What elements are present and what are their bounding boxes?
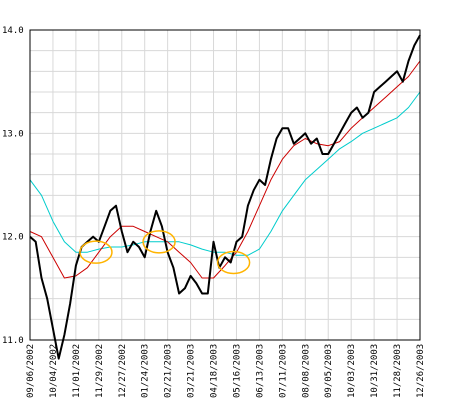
series-layer (29, 34, 421, 360)
y-axis-tick-labels: 11.0 12.0 13.0 14.0 (2, 26, 24, 346)
grid (29, 30, 421, 340)
y-tick-label: 13.0 (2, 129, 24, 139)
x-tick-label: 06/13/2003 (255, 344, 265, 398)
x-tick-label: 01/24/2003 (141, 344, 151, 398)
highlight-marker (142, 230, 176, 254)
x-tick-label: 12/27/2002 (118, 344, 128, 398)
x-tick-label: 09/05/2003 (324, 344, 334, 398)
x-tick-label: 09/06/2002 (26, 344, 36, 398)
moving-average-short-line (29, 60, 421, 279)
x-tick-label: 05/16/2003 (232, 344, 242, 398)
price-line (29, 34, 421, 360)
y-tick-label: 12.0 (2, 233, 24, 243)
x-axis-tick-labels: 09/06/2002 10/04/2002 11/01/2002 11/29/2002… (26, 344, 426, 398)
x-tick-label: 11/29/2002 (95, 344, 105, 398)
marker-layer (79, 230, 251, 275)
moving-average-long-line (29, 91, 421, 256)
x-tick-label: 12/26/2003 (416, 344, 426, 398)
x-tick-label: 10/03/2003 (347, 344, 357, 398)
x-tick-label: 02/21/2003 (164, 344, 174, 398)
plot-frame (29, 29, 421, 341)
x-tick-label: 10/04/2002 (49, 344, 59, 398)
x-tick-label: 11/28/2003 (393, 344, 403, 398)
highlight-marker (79, 240, 113, 264)
highlight-marker (216, 250, 251, 275)
x-tick-label: 04/18/2003 (210, 344, 220, 398)
x-tick-label: 03/21/2003 (187, 344, 197, 398)
x-tick-label: 08/08/2003 (301, 344, 311, 398)
x-tick-label: 10/31/2003 (370, 344, 380, 398)
y-tick-label: 11.0 (2, 336, 24, 346)
y-tick-label: 14.0 (2, 26, 24, 36)
x-tick-label: 07/11/2003 (278, 344, 288, 398)
x-tick-label: 11/01/2002 (72, 344, 82, 398)
